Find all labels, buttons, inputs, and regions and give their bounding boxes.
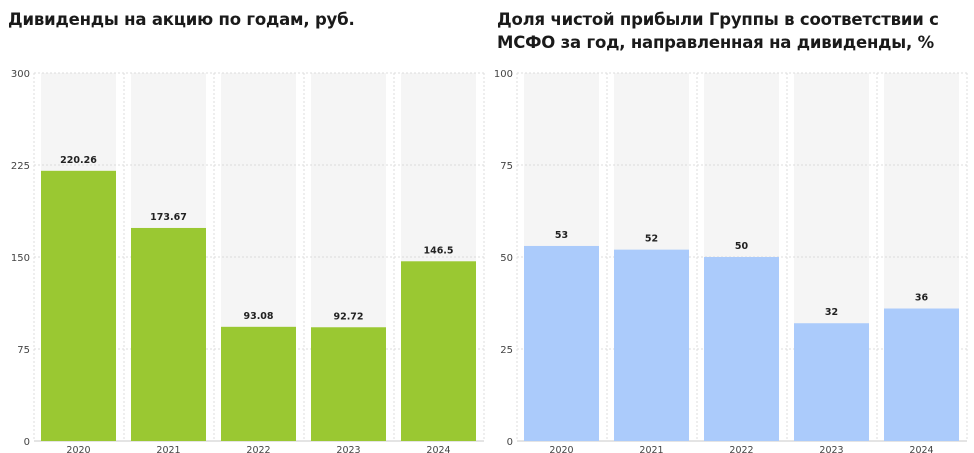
x-tick-label: 2021	[156, 445, 180, 453]
bar-2022	[704, 257, 779, 441]
y-tick-label: 25	[500, 345, 513, 356]
y-tick-label: 225	[11, 161, 30, 172]
y-tick-label: 0	[507, 437, 513, 448]
data-label: 220.26	[60, 155, 97, 166]
x-tick-label: 2020	[66, 445, 90, 453]
x-tick-label: 2021	[639, 445, 663, 453]
data-label: 146.5	[423, 245, 453, 256]
data-label: 36	[915, 293, 929, 304]
x-tick-label: 2024	[426, 445, 450, 453]
y-tick-label: 50	[500, 253, 513, 264]
y-tick-label: 150	[11, 253, 30, 264]
bar-2021	[131, 227, 206, 441]
x-tick-label: 2020	[549, 445, 573, 453]
data-label: 52	[645, 234, 658, 245]
y-tick-label: 100	[494, 69, 513, 80]
chart-title-payout-ratio: Доля чистой прибыли Группы в соответстви…	[497, 10, 939, 52]
bar-2020	[41, 170, 116, 442]
y-tick-label: 75	[500, 161, 513, 172]
bar-2023	[794, 323, 869, 441]
bar-2023	[311, 327, 386, 441]
bar-2022	[221, 326, 296, 441]
bar-2020	[524, 245, 599, 441]
data-label: 50	[735, 241, 749, 252]
x-tick-label: 2022	[246, 445, 270, 453]
y-tick-label: 75	[17, 345, 30, 356]
x-tick-label: 2024	[909, 445, 933, 453]
bar-2024	[884, 308, 959, 441]
bar-2021	[614, 249, 689, 441]
x-tick-label: 2023	[336, 445, 360, 453]
y-tick-label: 0	[24, 437, 30, 448]
y-tick-label: 300	[11, 69, 30, 80]
data-label: 53	[555, 230, 568, 241]
data-label: 92.72	[333, 311, 363, 322]
data-label: 173.67	[150, 212, 187, 223]
data-label: 93.08	[243, 311, 273, 322]
chart-title-dividends: Дивиденды на акцию по годам, руб.	[8, 10, 355, 29]
bar-2024	[401, 261, 476, 441]
x-tick-label: 2023	[819, 445, 843, 453]
data-label: 32	[825, 307, 838, 318]
x-tick-label: 2022	[729, 445, 753, 453]
